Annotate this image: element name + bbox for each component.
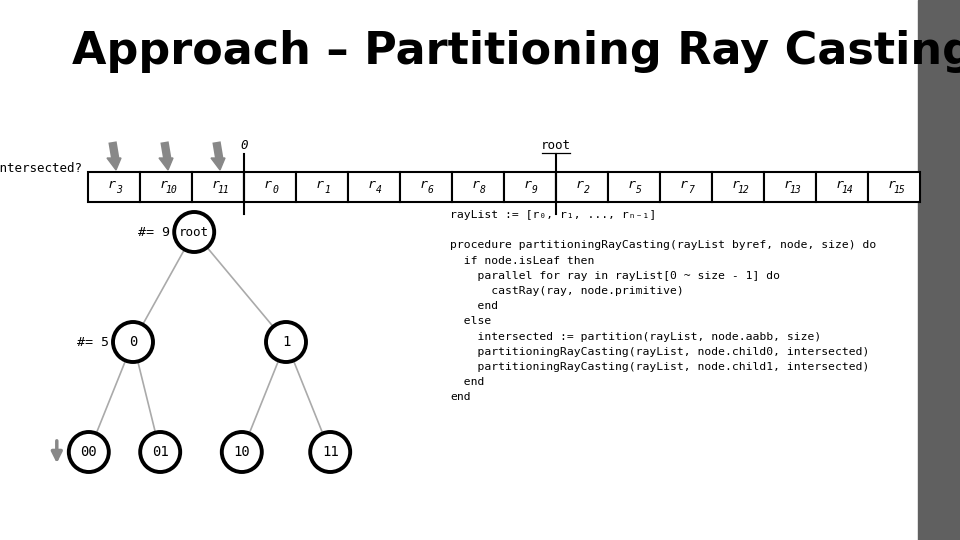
Polygon shape bbox=[211, 158, 225, 170]
Bar bbox=[400, 172, 452, 202]
Circle shape bbox=[222, 432, 262, 472]
Text: 15: 15 bbox=[893, 185, 905, 195]
Text: 11: 11 bbox=[217, 185, 228, 195]
Text: r: r bbox=[368, 179, 376, 192]
Text: 7: 7 bbox=[688, 185, 694, 195]
Circle shape bbox=[310, 432, 350, 472]
Bar bbox=[660, 172, 712, 202]
Text: 3: 3 bbox=[116, 185, 122, 195]
Text: end: end bbox=[450, 377, 485, 387]
Text: 14: 14 bbox=[841, 185, 852, 195]
Text: r: r bbox=[784, 179, 792, 192]
Text: r: r bbox=[836, 179, 844, 192]
Text: r: r bbox=[680, 179, 688, 192]
Text: else: else bbox=[450, 316, 492, 326]
Text: 0: 0 bbox=[272, 185, 278, 195]
Text: root: root bbox=[541, 139, 571, 152]
Bar bbox=[816, 172, 868, 202]
Text: r: r bbox=[576, 179, 584, 192]
Text: intersected := partition(rayList, node.aabb, size): intersected := partition(rayList, node.a… bbox=[450, 332, 821, 342]
Text: procedure partitioningRayCasting(rayList byref, node, size) do: procedure partitioningRayCasting(rayList… bbox=[450, 240, 876, 251]
Text: #= 5: #= 5 bbox=[77, 335, 109, 348]
Text: r: r bbox=[264, 179, 272, 192]
Bar bbox=[764, 172, 816, 202]
Text: 8: 8 bbox=[480, 185, 486, 195]
Text: 6: 6 bbox=[428, 185, 434, 195]
Bar bbox=[868, 172, 920, 202]
Text: r: r bbox=[420, 179, 428, 192]
Text: r: r bbox=[108, 179, 116, 192]
Text: 13: 13 bbox=[789, 185, 801, 195]
Text: r: r bbox=[888, 179, 896, 192]
Bar bbox=[556, 172, 608, 202]
Polygon shape bbox=[159, 158, 173, 170]
Text: r: r bbox=[524, 179, 532, 192]
Bar bbox=[452, 172, 504, 202]
Bar bbox=[244, 172, 296, 202]
Bar bbox=[192, 172, 244, 202]
Text: r: r bbox=[472, 179, 480, 192]
Bar bbox=[504, 172, 556, 202]
Bar bbox=[918, 0, 960, 540]
Text: 1: 1 bbox=[324, 185, 330, 195]
Text: 10: 10 bbox=[233, 445, 251, 459]
Text: if node.isLeaf then: if node.isLeaf then bbox=[450, 255, 594, 266]
Text: r: r bbox=[160, 179, 168, 192]
Circle shape bbox=[69, 432, 108, 472]
Text: r: r bbox=[732, 179, 740, 192]
Text: r: r bbox=[316, 179, 324, 192]
Text: 01: 01 bbox=[152, 445, 169, 459]
Bar bbox=[608, 172, 660, 202]
Bar bbox=[88, 172, 140, 202]
Circle shape bbox=[174, 212, 214, 252]
Bar bbox=[712, 172, 764, 202]
Text: 5: 5 bbox=[636, 185, 642, 195]
Circle shape bbox=[113, 322, 153, 362]
Text: rayList := [r₀, r₁, ..., rₙ₋₁]: rayList := [r₀, r₁, ..., rₙ₋₁] bbox=[450, 210, 657, 220]
Bar bbox=[296, 172, 348, 202]
Text: r: r bbox=[628, 179, 636, 192]
Polygon shape bbox=[107, 158, 121, 170]
Text: 4: 4 bbox=[376, 185, 382, 195]
Text: castRay(ray, node.primitive): castRay(ray, node.primitive) bbox=[450, 286, 684, 296]
Text: 0: 0 bbox=[129, 335, 137, 349]
Bar bbox=[348, 172, 400, 202]
Text: 10: 10 bbox=[165, 185, 177, 195]
Text: partitioningRayCasting(rayList, node.child0, intersected): partitioningRayCasting(rayList, node.chi… bbox=[450, 347, 870, 357]
Text: 9: 9 bbox=[532, 185, 538, 195]
Text: end: end bbox=[450, 301, 498, 311]
Text: #= 9: #= 9 bbox=[138, 226, 170, 239]
Text: 2: 2 bbox=[584, 185, 590, 195]
Text: 1: 1 bbox=[282, 335, 290, 349]
Circle shape bbox=[140, 432, 180, 472]
Text: r: r bbox=[212, 179, 220, 192]
Circle shape bbox=[266, 322, 306, 362]
Bar bbox=[140, 172, 192, 202]
Text: parallel for ray in rayList[0 ~ size - 1] do: parallel for ray in rayList[0 ~ size - 1… bbox=[450, 271, 780, 281]
Text: Approach – Partitioning Ray Casting: Approach – Partitioning Ray Casting bbox=[72, 30, 960, 73]
Text: end: end bbox=[450, 393, 470, 402]
Text: root: root bbox=[180, 226, 209, 239]
Text: 00: 00 bbox=[81, 445, 97, 459]
Text: Intersected?: Intersected? bbox=[0, 163, 83, 176]
Text: partitioningRayCasting(rayList, node.child1, intersected): partitioningRayCasting(rayList, node.chi… bbox=[450, 362, 870, 372]
Text: 12: 12 bbox=[737, 185, 749, 195]
Text: 11: 11 bbox=[322, 445, 339, 459]
Text: 0: 0 bbox=[240, 139, 248, 152]
